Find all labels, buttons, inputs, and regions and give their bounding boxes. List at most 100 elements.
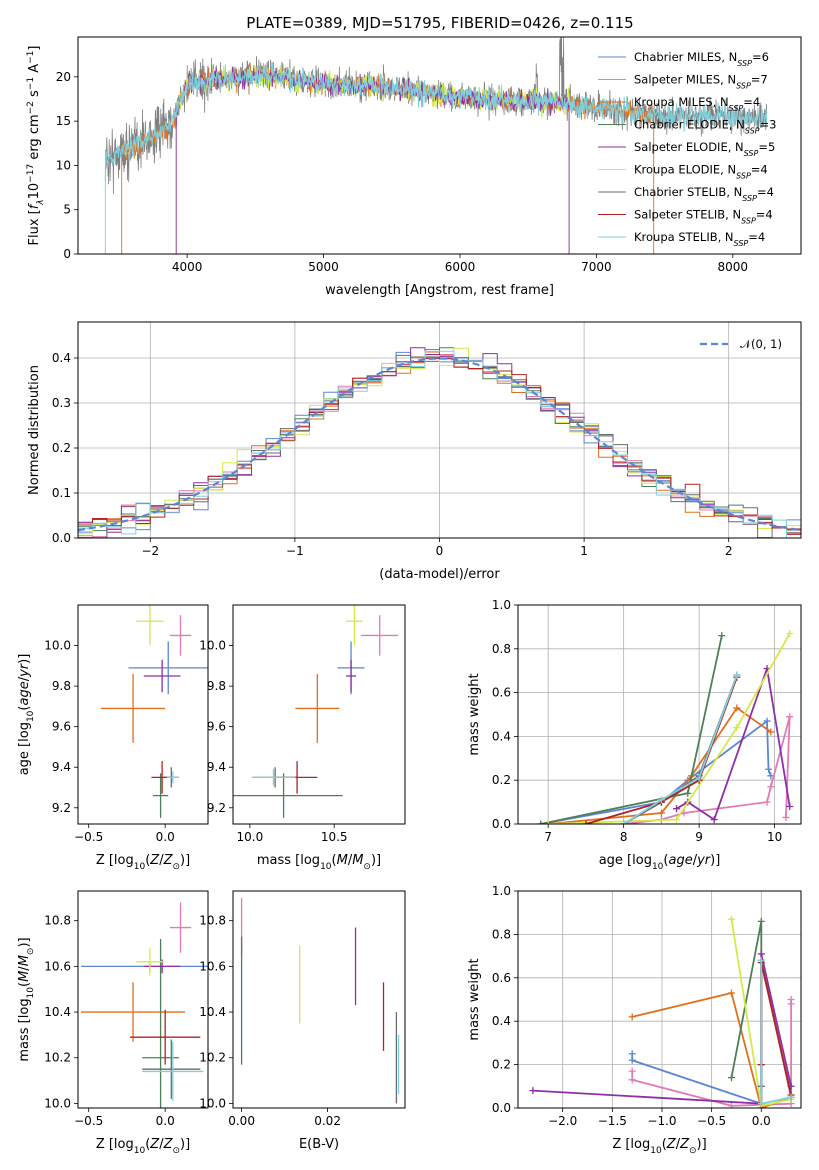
errorbar-point <box>130 1009 201 1065</box>
x-tick-label: 10.5 <box>321 830 348 844</box>
weight-marker <box>727 915 735 923</box>
weight-marker <box>544 820 552 824</box>
x-tick-label: 10 <box>767 830 782 844</box>
weight-line-kroupa-stelib <box>623 674 738 824</box>
errorbar-point <box>81 982 186 1042</box>
weight-marker <box>763 798 771 806</box>
x-axis-label: wavelength [Angstrom, rest frame] <box>325 283 554 298</box>
y-axis-label: Normed distribution <box>27 365 42 495</box>
legend-entry: Salpeter ELODIE, NSSP=5 <box>634 140 775 158</box>
y-tick-label: 0.0 <box>52 531 71 545</box>
errorbar-point <box>142 1039 201 1099</box>
mass-vs-EBV-plot-area <box>240 897 400 1104</box>
weight-marker <box>695 774 703 782</box>
chart-age-vs-Z: −0.5 0.0 9.2 9.4 9.6 9.8 10.0 Z [log10(Z/Z⊙)] ag… <box>17 604 209 872</box>
weight-marker <box>529 1087 537 1095</box>
y-tick-label: 0.2 <box>52 441 71 455</box>
chart-spectrum: 4000 5000 6000 7000 8000 0 5 10 15 20 Chabrier MIL… <box>26 14 802 298</box>
y-tick-label: 10.6 <box>199 959 226 973</box>
chart-mass-vs-Z: −0.5 0.0 10.0 10.2 10.4 10.6 10.8 Z [log10(Z/Z⊙… <box>17 890 209 1156</box>
y-tick-label: 0.0 <box>492 817 511 831</box>
x-tick-label: 0.0 <box>752 1114 771 1128</box>
weight-marker <box>733 671 741 679</box>
x-tick-label: 0.0 <box>156 1114 175 1128</box>
plot-frame <box>77 890 209 1109</box>
y-tick-label: 10.0 <box>199 639 226 653</box>
y-axis-label: Flux [fλ10−17 erg cm−2 s−1 A−1] <box>26 46 46 246</box>
x-tick-label: 8000 <box>718 260 749 274</box>
errorbar-point <box>295 673 340 743</box>
weight-marker <box>782 813 790 821</box>
errorbar-point <box>128 641 208 695</box>
x-tick-label: −0.5 <box>697 1114 726 1128</box>
weight-vs-Z-plot-area <box>529 915 795 1108</box>
y-tick-label: 0.2 <box>492 773 511 787</box>
residuals-plot-area <box>78 347 801 538</box>
y-tick-label: 9.6 <box>52 720 71 734</box>
plot-frame <box>517 604 802 825</box>
weight-marker <box>628 1076 636 1084</box>
y-tick-label: 0.8 <box>492 642 511 656</box>
y-tick-label: 20 <box>56 70 71 84</box>
errorbar-point <box>361 615 399 656</box>
weight-marker <box>786 802 794 810</box>
y-tick-label: 5 <box>63 203 71 217</box>
weight-marker <box>710 816 718 824</box>
y-tick-label: 10.4 <box>44 1005 71 1019</box>
x-axis-label: mass [log10(M/M⊙)] <box>257 853 381 872</box>
plot-frame <box>517 890 802 1109</box>
x-tick-label: 0 <box>436 544 444 558</box>
weight-marker <box>628 1013 636 1021</box>
y-tick-label: 10.6 <box>44 959 71 973</box>
weight-marker <box>657 796 665 804</box>
x-tick-label: 6000 <box>445 260 476 274</box>
x-tick-label: 2 <box>725 544 733 558</box>
x-axis-label: (data-model)/error <box>379 567 500 582</box>
x-tick-label: 0.00 <box>228 1114 255 1128</box>
errorbar-point <box>100 673 166 743</box>
y-tick-label: 9.8 <box>52 679 71 693</box>
plot-frame <box>232 890 406 1109</box>
x-tick-label: 5000 <box>308 260 339 274</box>
y-tick-label: 0.4 <box>52 351 71 365</box>
x-tick-label: 7000 <box>581 260 612 274</box>
weight-marker <box>628 1067 636 1075</box>
errorbar-point <box>169 615 192 656</box>
x-tick-label: −1.5 <box>598 1114 627 1128</box>
chart-mass-vs-EBV: 0.00 0.02 10.0 10.2 10.4 10.6 10.8 E(B-V) <box>199 890 406 1152</box>
weight-marker <box>727 1102 735 1108</box>
legend-entry: Kroupa STELIB, NSSP=4 <box>634 230 765 248</box>
weight-marker <box>787 1093 795 1101</box>
data-spectrum <box>104 37 768 195</box>
y-tick-label: 10.2 <box>44 1051 71 1065</box>
legend-entry: Chabrier MILES, NSSP=6 <box>634 50 769 68</box>
chart-residuals: −2 −1 0 1 2 0.0 0.1 0.2 0.3 0.4 𝒩(0, 1) (data-model… <box>27 321 802 582</box>
y-axis-label: mass [log10(M/M⊙)] <box>17 937 36 1061</box>
weight-vs-age-plot-area <box>537 629 794 824</box>
y-tick-label: 9.8 <box>207 679 226 693</box>
y-axis-label: mass weight <box>467 958 482 1040</box>
weight-marker <box>628 1056 636 1064</box>
weight-marker <box>767 728 775 736</box>
y-tick-label: 9.2 <box>52 801 71 815</box>
weight-line-salpeter-elodie <box>676 668 791 821</box>
weight-line-salpeter-stelib <box>760 962 792 1096</box>
y-tick-label: 9.2 <box>207 801 226 815</box>
errorbar-point <box>251 769 296 786</box>
y-tick-label: 0.1 <box>52 486 71 500</box>
weight-marker <box>733 724 741 732</box>
weight-marker <box>657 809 665 817</box>
weight-line-kroupa-elodie <box>548 633 791 824</box>
weight-marker <box>763 717 771 725</box>
weight-marker <box>620 820 628 824</box>
chart-title: PLATE=0389, MJD=51795, FIBERID=0426, z=0… <box>246 14 633 32</box>
histogram-kroupa-stelib <box>78 350 801 538</box>
histogram-salpeter-stelib <box>78 357 801 537</box>
x-axis-label: age [log10(age/yr)] <box>599 853 721 872</box>
weight-marker <box>582 820 590 824</box>
y-tick-label: 9.4 <box>207 760 226 774</box>
weight-marker <box>537 820 545 824</box>
weight-marker <box>628 1050 636 1058</box>
x-tick-label: 9 <box>695 830 703 844</box>
plot-frame <box>232 604 406 825</box>
